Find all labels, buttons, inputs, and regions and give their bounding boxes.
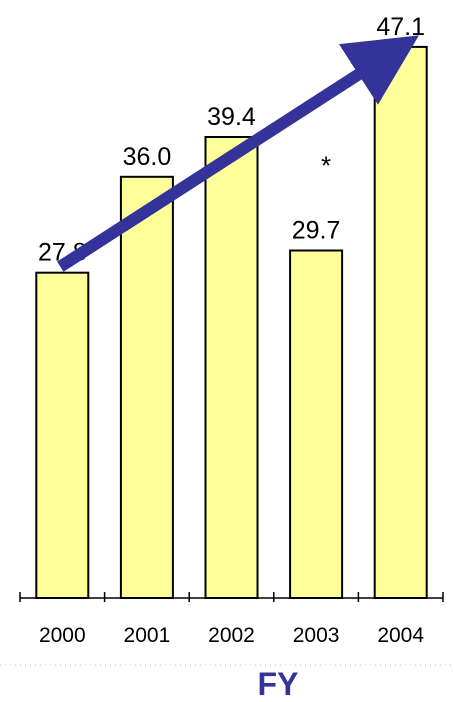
tick-label-2001: 2001 [124,624,171,647]
annotation-asterisk: * [321,151,331,181]
tick-label-2003: 2003 [293,624,340,647]
trend-arrow-layer [57,35,419,272]
bar-2004 [373,45,428,599]
tick-label-2004: 2004 [377,624,424,647]
bars-layer [35,45,428,600]
bar-2003 [289,249,344,599]
x-axis-title: FY [258,666,299,702]
tick-label-2000: 2000 [39,624,86,647]
x-ticks-layer [19,592,444,602]
value-label-2002: 39.4 [207,103,256,131]
bar-2001 [119,175,174,600]
value-label-2004: 47.1 [376,13,425,41]
value-label-2003: 29.7 [292,217,341,245]
value-label-2001: 36.0 [123,143,172,171]
bar-2002 [204,136,259,599]
tick-label-2002: 2002 [208,624,255,647]
trend-arrow [57,35,419,272]
x-tick-labels-layer: 2000 2001 2002 2003 2004 [39,624,424,647]
annotation-layer: * [321,151,331,181]
bar-2000 [35,271,90,599]
